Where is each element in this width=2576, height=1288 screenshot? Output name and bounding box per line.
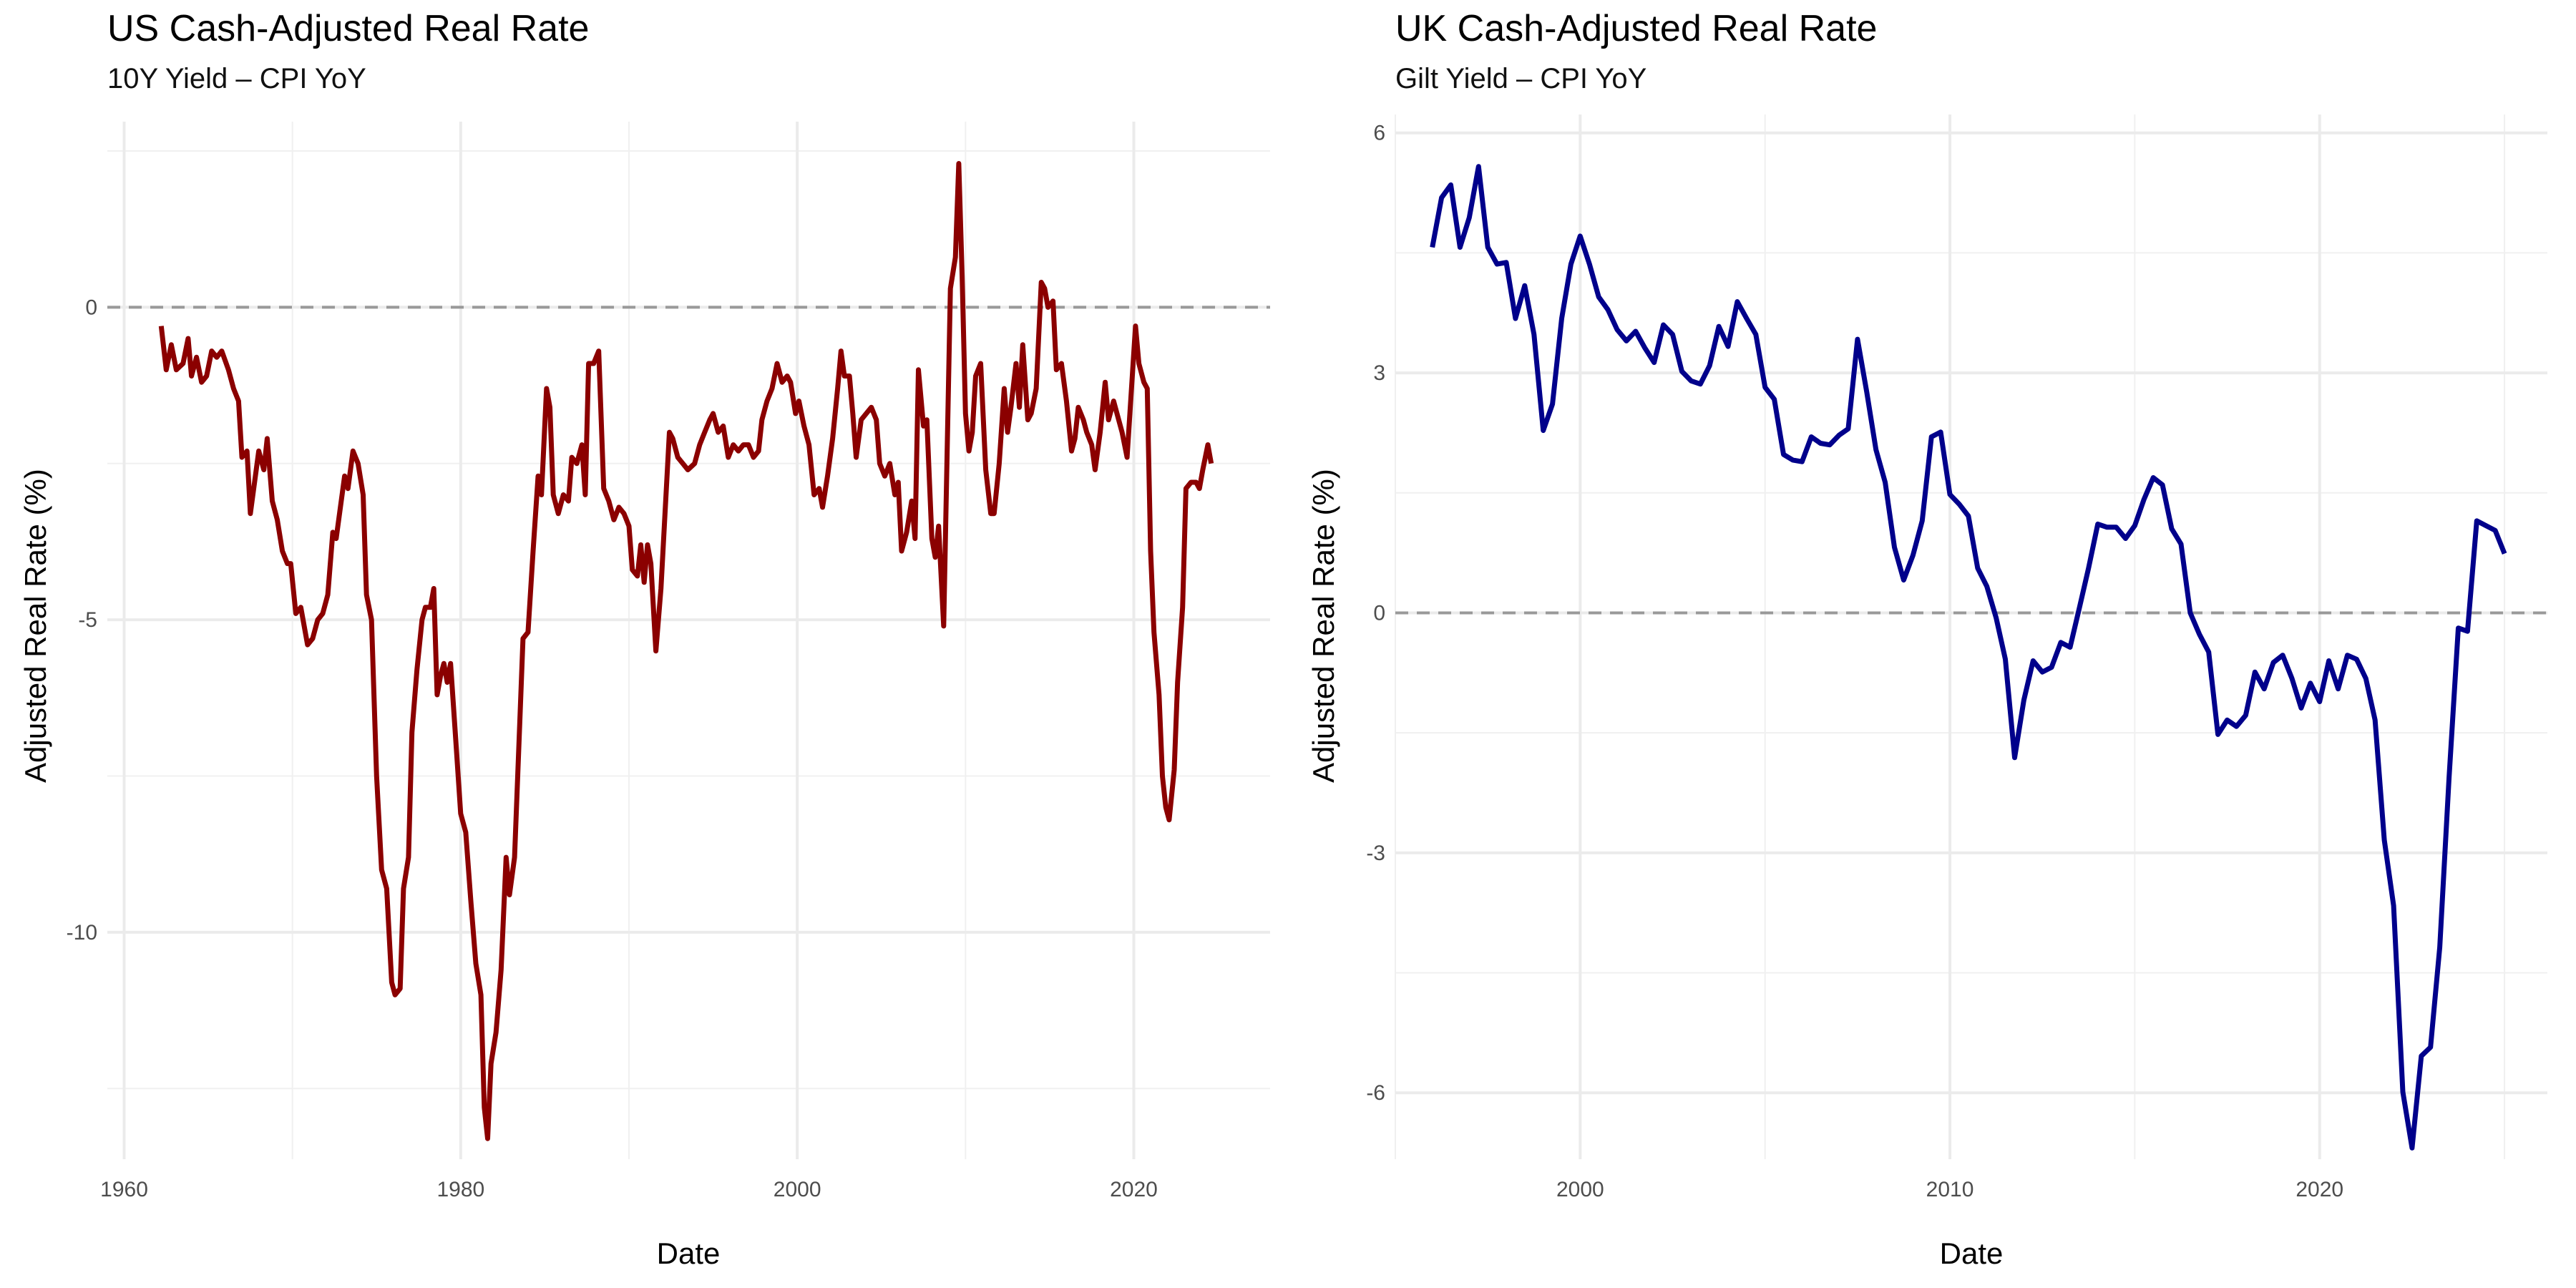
uk-y-tick-label: 0 xyxy=(1373,601,1385,625)
us-chart-subtitle: 10Y Yield – CPI YoY xyxy=(107,63,366,94)
us-y-tick-label: 0 xyxy=(85,296,97,319)
us-y-tick-label: -10 xyxy=(67,921,97,945)
us-x-tick-label: 1980 xyxy=(436,1178,484,1201)
uk-x-tick-label: 2000 xyxy=(1556,1178,1604,1201)
uk-x-axis-label: Date xyxy=(1939,1236,2004,1270)
uk-chart-subtitle: Gilt Yield – CPI YoY xyxy=(1395,63,1647,94)
uk-y-tick-label: 3 xyxy=(1373,361,1385,385)
uk-x-tick-label: 2020 xyxy=(2296,1178,2343,1201)
uk-y-tick-label: -6 xyxy=(1366,1081,1385,1105)
uk-y-tick-label: -3 xyxy=(1366,841,1385,865)
us-real-rate-line xyxy=(158,161,1214,1141)
uk-real-rate-line xyxy=(1430,164,2507,1151)
us-x-axis-label: Date xyxy=(656,1236,721,1270)
us-x-tick-label: 1960 xyxy=(100,1178,148,1201)
us-chart-title: US Cash-Adjusted Real Rate xyxy=(107,8,590,49)
uk-x-tick-label: 2010 xyxy=(1926,1178,1974,1201)
uk-chart-title: UK Cash-Adjusted Real Rate xyxy=(1395,8,1878,49)
us-y-tick-label: -5 xyxy=(78,608,97,632)
us-x-tick-label: 2000 xyxy=(774,1178,821,1201)
us-x-tick-label: 2020 xyxy=(1110,1178,1158,1201)
uk-y-tick-label: 6 xyxy=(1373,122,1385,145)
